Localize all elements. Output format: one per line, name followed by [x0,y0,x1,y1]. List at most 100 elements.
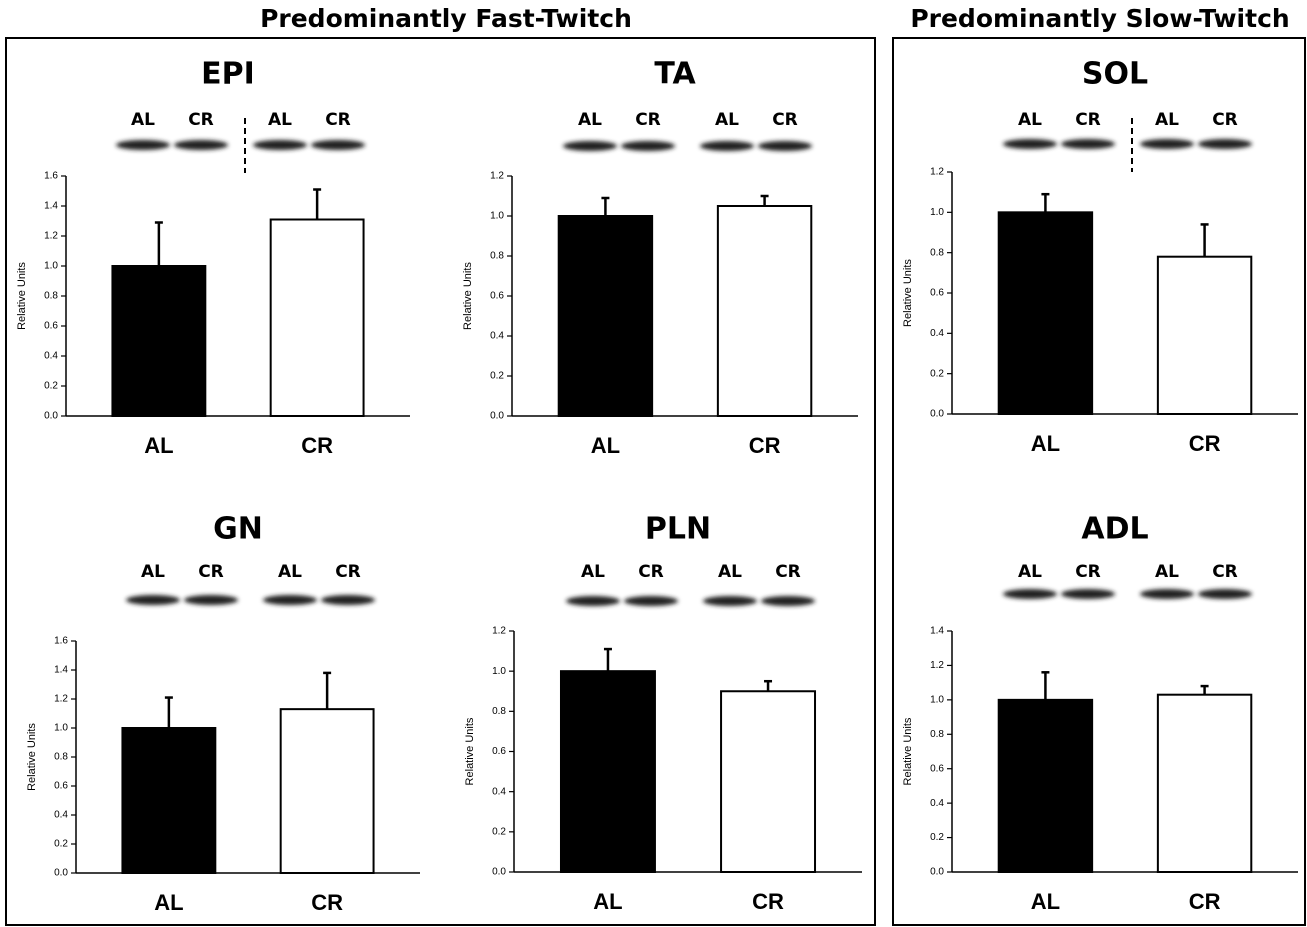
bar [1158,257,1251,414]
chart-title: PLN [645,512,711,547]
x-tick-label: CR [311,890,343,915]
x-tick-label: AL [591,433,620,458]
y-tick-label: 1.0 [930,207,944,218]
lane-label: CR [325,110,351,130]
y-tick-label: 1.0 [490,211,504,222]
y-axis-label: Relative Units [464,717,476,785]
x-tick-label: CR [1189,431,1221,456]
blot-band [263,595,317,605]
lane-label: AL [268,110,292,130]
bar [112,266,205,416]
chart-title: SOL [1082,57,1148,92]
y-tick-label: 1.2 [930,167,944,178]
bar [1158,695,1251,872]
y-tick-label: 0.6 [930,288,944,299]
lane-label: AL [141,562,165,582]
blot-band [1061,589,1115,599]
blot-band [624,596,678,606]
x-tick-label: AL [593,889,622,914]
lane-label: CR [188,110,214,130]
y-tick-label: 1.4 [54,665,68,676]
y-tick-label: 0.4 [54,810,68,821]
blot-band [126,595,180,605]
lane-label: AL [1155,562,1179,582]
y-axis-label: Relative Units [902,259,914,327]
blot-band [700,141,754,151]
blot-band [1061,139,1115,149]
blot-band [174,140,228,150]
y-axis-label: Relative Units [902,717,914,785]
y-axis-label: Relative Units [26,723,38,791]
y-tick-label: 0.8 [930,247,944,258]
y-tick-label: 0.8 [490,251,504,262]
y-tick-label: 1.4 [930,626,944,637]
blot-band [184,595,238,605]
blot-band [311,140,365,150]
chart-title: EPI [201,57,255,92]
x-tick-label: CR [1189,889,1221,914]
y-tick-label: 0.4 [492,786,506,797]
y-tick-label: 0.0 [492,867,506,878]
y-axis-label: Relative Units [462,262,474,330]
x-tick-label: AL [1031,889,1060,914]
lane-label: CR [1212,110,1238,130]
bar [122,728,215,873]
y-tick-label: 0.8 [492,706,506,717]
group-title: Predominantly Fast-Twitch [260,4,632,33]
y-tick-label: 0.2 [930,368,944,379]
bar [561,671,655,872]
x-tick-label: AL [154,890,183,915]
y-tick-label: 0.8 [44,291,58,302]
lane-label: CR [1075,562,1101,582]
blot-band [761,596,815,606]
y-tick-label: 0.6 [492,746,506,757]
blot-band [566,596,620,606]
lane-label: CR [1075,110,1101,130]
y-tick-label: 1.2 [492,626,506,637]
lane-label: AL [715,110,739,130]
lane-label: AL [131,110,155,130]
y-tick-label: 0.8 [930,729,944,740]
y-tick-label: 1.4 [44,201,58,212]
lane-label: CR [1212,562,1238,582]
lane-label: CR [198,562,224,582]
y-tick-label: 0.2 [930,832,944,843]
blot-band [563,141,617,151]
group-title: Predominantly Slow-Twitch [910,4,1289,33]
lane-label: AL [581,562,605,582]
lane-label: CR [635,110,661,130]
blot-band [621,141,675,151]
blot-band [1003,589,1057,599]
y-tick-label: 0.0 [490,411,504,422]
bar [999,700,1092,872]
blot-band [703,596,757,606]
y-tick-label: 0.0 [930,409,944,420]
lane-label: AL [278,562,302,582]
chart-title: TA [654,57,696,92]
y-tick-label: 1.0 [930,694,944,705]
y-tick-label: 0.2 [492,826,506,837]
y-tick-label: 0.6 [930,763,944,774]
chart-title: GN [213,512,263,547]
lane-label: AL [1155,110,1179,130]
y-tick-label: 1.2 [930,660,944,671]
lane-label: CR [772,110,798,130]
x-tick-label: CR [301,433,333,458]
lane-label: CR [775,562,801,582]
y-tick-label: 0.0 [930,867,944,878]
blot-band [1198,139,1252,149]
y-tick-label: 0.2 [54,839,68,850]
y-tick-label: 0.4 [44,351,58,362]
y-tick-label: 1.2 [490,171,504,182]
y-tick-label: 0.6 [54,781,68,792]
lane-label: AL [1018,110,1042,130]
y-tick-label: 0.0 [54,868,68,879]
lane-label: CR [638,562,664,582]
y-tick-label: 1.2 [44,231,58,242]
bar [718,206,811,416]
y-tick-label: 1.0 [492,666,506,677]
bar [271,220,364,417]
lane-label: CR [335,562,361,582]
y-tick-label: 0.2 [44,381,58,392]
blot-band [1198,589,1252,599]
